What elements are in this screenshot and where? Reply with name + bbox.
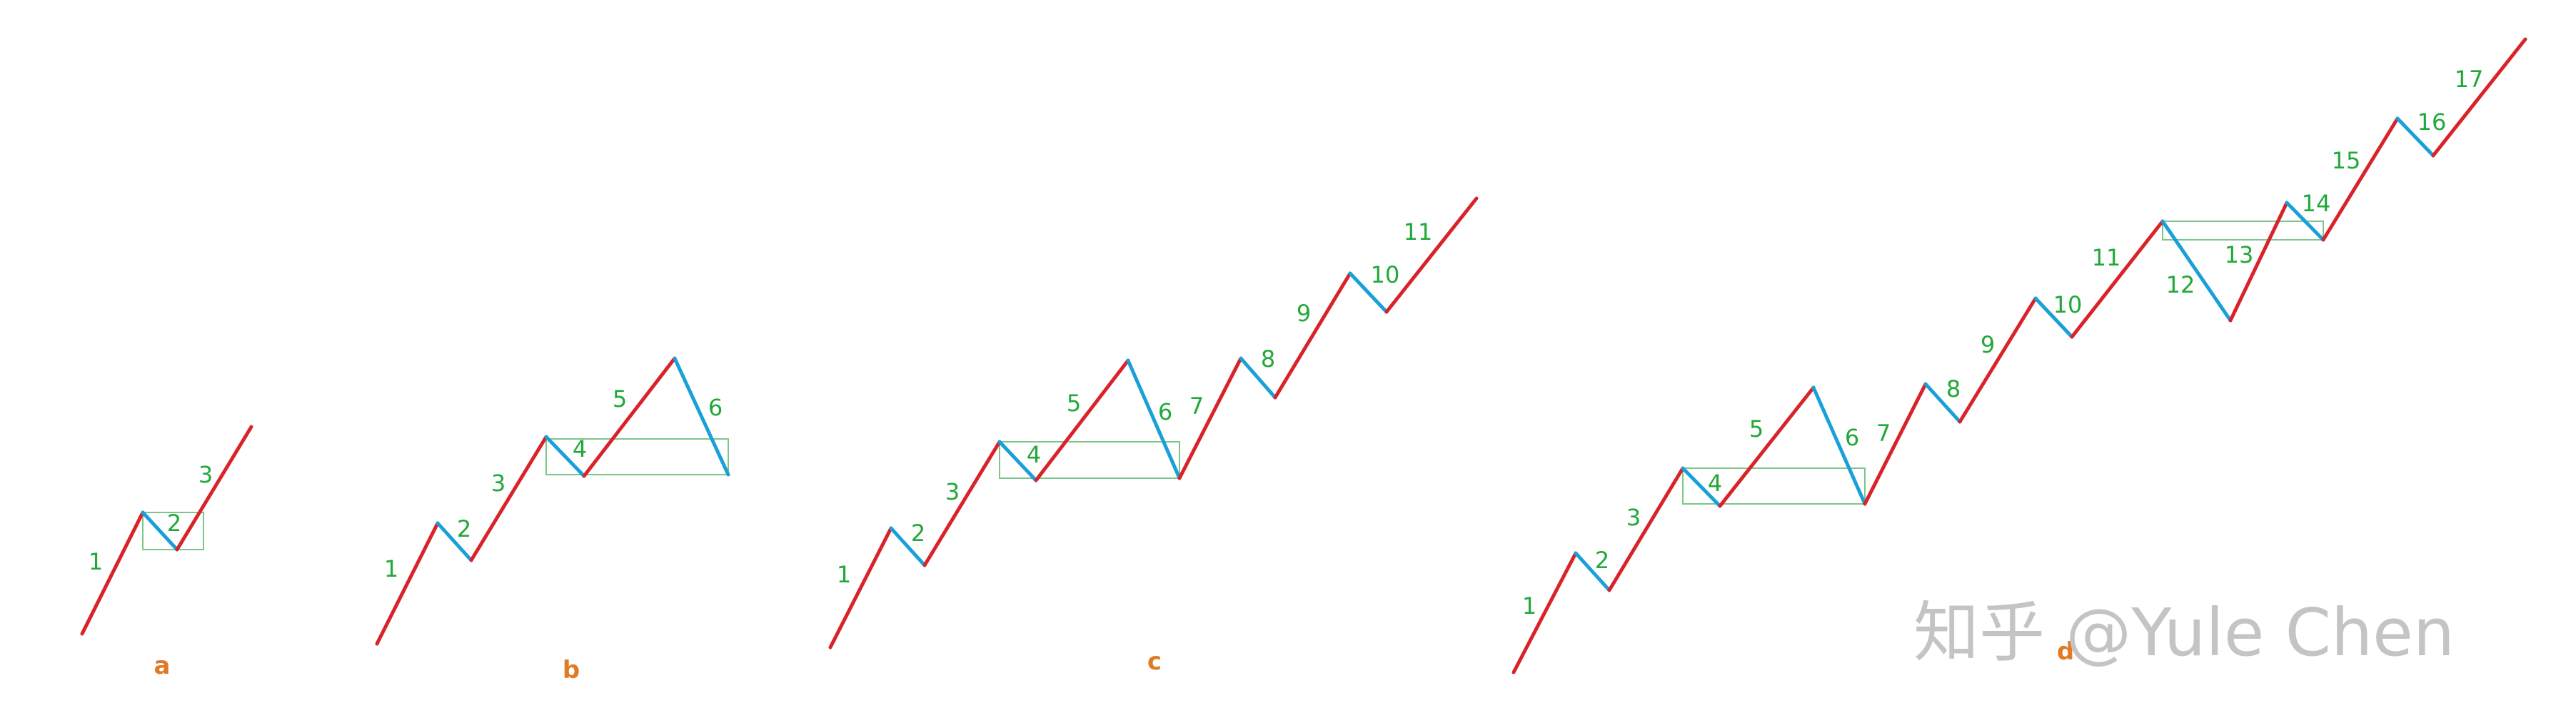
- stroke-d-14: [2285, 201, 2325, 242]
- panel-label-b: b: [563, 656, 580, 684]
- stroke-label-d-10: 10: [2053, 291, 2083, 318]
- stroke-label-d-1: 1: [1522, 592, 1536, 620]
- overlap-box-d: [1682, 467, 1866, 505]
- overlap-box-d-2: [2162, 221, 2324, 241]
- stroke-label-d-12: 12: [2166, 271, 2195, 298]
- panel-b: 1 23 45 6 b: [375, 356, 730, 684]
- overlap-box-a: [142, 512, 204, 550]
- stroke-d-8: [1923, 382, 1962, 424]
- panel-label-a: a: [154, 652, 171, 680]
- overlap-box-b: [545, 438, 729, 475]
- stroke-label-d-8: 8: [1946, 375, 1961, 403]
- stroke-d-2: [1574, 551, 1611, 592]
- stroke-c-7: [1177, 356, 1243, 480]
- stroke-label-b-6: 6: [708, 394, 723, 421]
- stroke-c-10: [1348, 271, 1389, 314]
- stroke-label-c-2: 2: [911, 520, 925, 547]
- stroke-d-17: [2431, 37, 2527, 158]
- stroke-d-7: [1863, 382, 1928, 506]
- stroke-label-d-13: 13: [2225, 241, 2254, 268]
- stroke-a-3: [175, 425, 253, 552]
- stroke-label-b-4: 4: [573, 435, 587, 462]
- stroke-c-6: [1126, 358, 1182, 480]
- stroke-label-c-11: 11: [1404, 218, 1433, 246]
- stroke-label-d-17: 17: [2455, 66, 2484, 93]
- stroke-label-a-3: 3: [198, 461, 213, 488]
- stroke-c-1: [828, 526, 893, 649]
- stroke-label-c-1: 1: [837, 561, 851, 588]
- stroke-c-3: [922, 440, 1002, 567]
- stroke-label-c-8: 8: [1261, 345, 1275, 373]
- stroke-label-c-5: 5: [1067, 390, 1081, 417]
- stroke-label-a-1: 1: [89, 548, 103, 575]
- stroke-c-4: [997, 440, 1038, 482]
- stroke-c-5: [1034, 358, 1130, 482]
- watermark: 知乎 @Yule Chen: [1913, 595, 2455, 671]
- stroke-label-b-1: 1: [384, 555, 398, 582]
- stroke-label-b-5: 5: [613, 385, 627, 413]
- stroke-label-c-6: 6: [1158, 398, 1172, 425]
- stroke-b-2: [436, 521, 473, 562]
- stroke-label-d-9: 9: [1981, 331, 1995, 358]
- stroke-label-d-4: 4: [1708, 470, 1722, 497]
- stroke-c-11: [1384, 196, 1479, 314]
- stroke-label-a-2: 2: [167, 510, 181, 537]
- stroke-d-5: [1718, 385, 1816, 508]
- stroke-label-b-3: 3: [491, 470, 505, 497]
- stroke-d-6: [1811, 385, 1867, 506]
- stroke-label-d-7: 7: [1876, 420, 1891, 447]
- stroke-d-4: [1681, 466, 1722, 508]
- stroke-label-d-2: 2: [1595, 547, 1609, 574]
- stroke-d-12: [2160, 219, 2233, 323]
- stroke-d-10: [2033, 296, 2074, 339]
- stroke-label-c-4: 4: [1027, 441, 1041, 468]
- stroke-d-13: [2228, 201, 2289, 323]
- stroke-b-3: [469, 435, 548, 562]
- stroke-label-d-16: 16: [2417, 108, 2447, 136]
- stroke-d-1: [1511, 551, 1578, 674]
- stroke-label-d-11: 11: [2092, 244, 2121, 271]
- panel-label-d: d: [2057, 637, 2074, 666]
- stroke-label-d-6: 6: [1845, 424, 1859, 451]
- stroke-b-5: [582, 356, 677, 478]
- stroke-b-4: [544, 435, 586, 478]
- stroke-a-1: [80, 510, 145, 636]
- stroke-d-9: [1958, 296, 2038, 424]
- stroke-label-c-10: 10: [1371, 261, 1400, 288]
- stroke-b-6: [673, 356, 730, 477]
- stroke-d-3: [1607, 466, 1685, 592]
- stroke-d-16: [2395, 116, 2435, 158]
- stroke-c-2: [889, 526, 927, 567]
- stroke-b-1: [375, 521, 440, 646]
- stroke-d-15: [2321, 116, 2400, 242]
- stroke-label-b-2: 2: [457, 515, 471, 542]
- stroke-label-d-5: 5: [1749, 415, 1764, 443]
- stroke-c-8: [1239, 356, 1277, 400]
- stroke-label-d-14: 14: [2302, 190, 2331, 217]
- stroke-label-c-3: 3: [945, 478, 960, 505]
- panel-a: 1 23 a: [80, 425, 253, 680]
- panel-label-c: c: [1147, 647, 1162, 676]
- stroke-a-2: [141, 510, 179, 552]
- stroke-label-c-9: 9: [1297, 300, 1311, 327]
- stroke-label-c-7: 7: [1189, 393, 1204, 420]
- stroke-label-d-15: 15: [2332, 147, 2361, 174]
- stroke-c-9: [1273, 271, 1352, 400]
- overlap-box-c: [999, 441, 1180, 479]
- stroke-label-d-3: 3: [1626, 504, 1641, 531]
- stroke-d-11: [2070, 219, 2165, 339]
